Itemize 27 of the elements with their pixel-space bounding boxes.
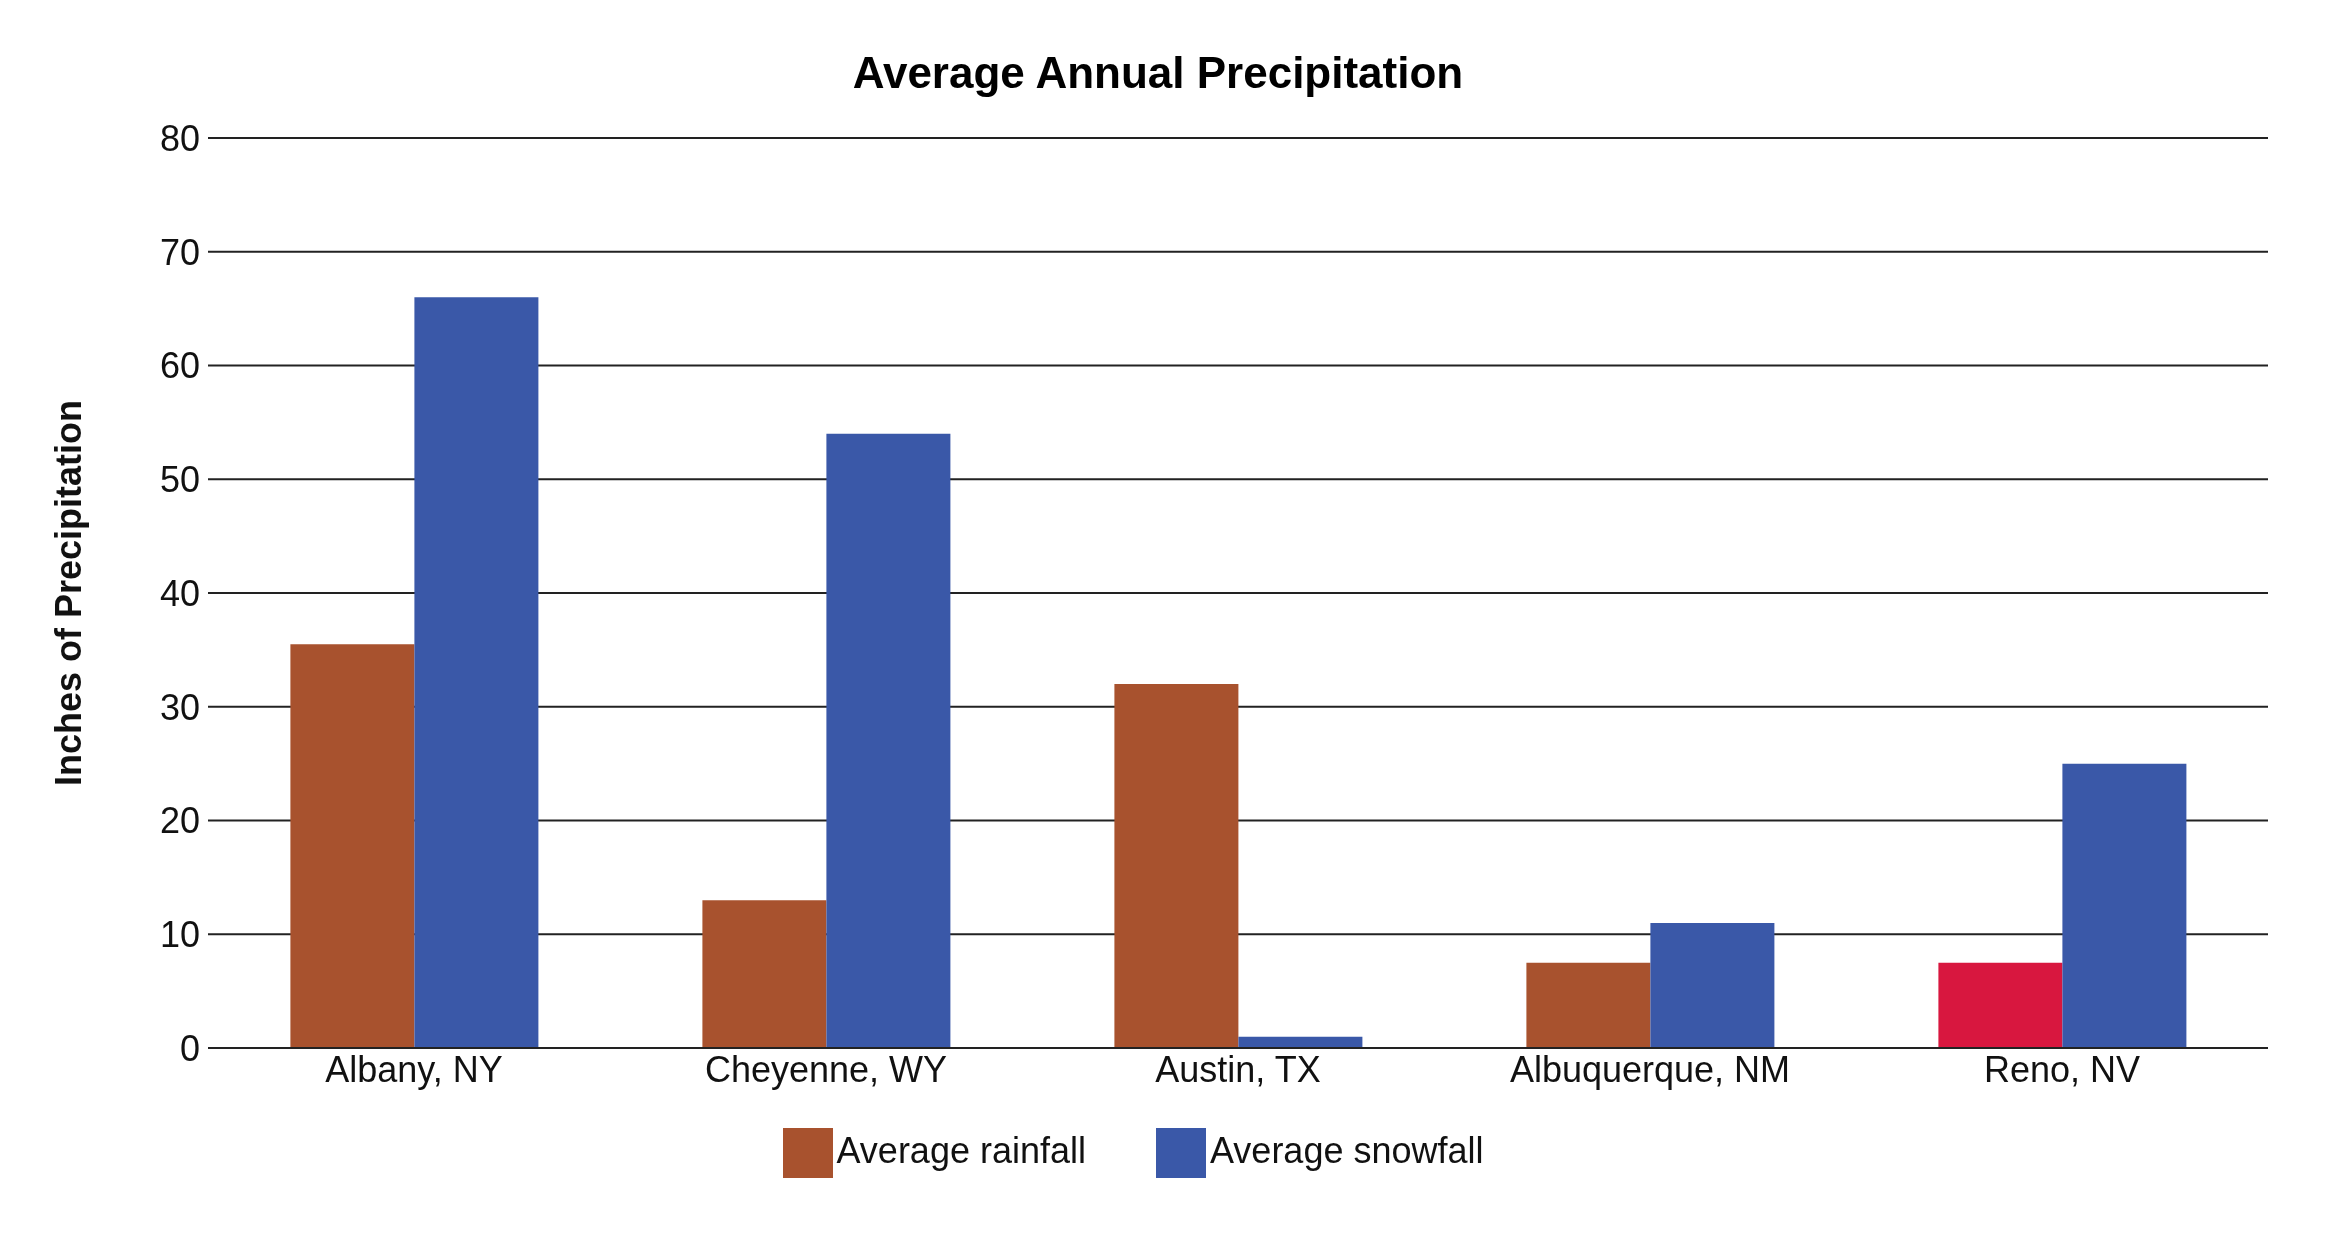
bar [2062,763,2187,1048]
x-tick-label: Austin, TX [1155,1048,1321,1090]
legend-label: Average rainfall [836,1129,1086,1171]
bar [1938,962,2063,1048]
y-tick-label: 40 [159,572,200,614]
bar [1114,684,1239,1048]
y-tick-label: 30 [159,686,200,728]
bar [1650,922,1775,1048]
y-tick-label: 0 [179,1027,200,1069]
x-tick-label: Cheyenne, WY [704,1048,948,1090]
legend-label: Average snowfall [1210,1129,1484,1171]
y-tick-label: 10 [159,914,200,956]
bar [702,900,827,1048]
x-tick-label: Reno, NV [1983,1048,2141,1090]
y-tick-label: 20 [159,800,200,842]
y-tick-label: 70 [159,231,200,273]
y-tick-label: 80 [159,117,200,159]
y-axis-title: Inches of Precipitation [47,399,89,787]
y-tick-label: 60 [159,345,200,387]
bar [290,644,415,1048]
x-tick-label: Albany, NY [325,1048,503,1090]
bar [414,297,539,1048]
bar [1526,962,1651,1048]
bar [826,433,951,1048]
y-tick-label: 50 [159,459,200,501]
chart-title: Average Annual Precipitation [851,47,1465,98]
x-tick-label: Albuquerque, NM [1509,1048,1791,1090]
